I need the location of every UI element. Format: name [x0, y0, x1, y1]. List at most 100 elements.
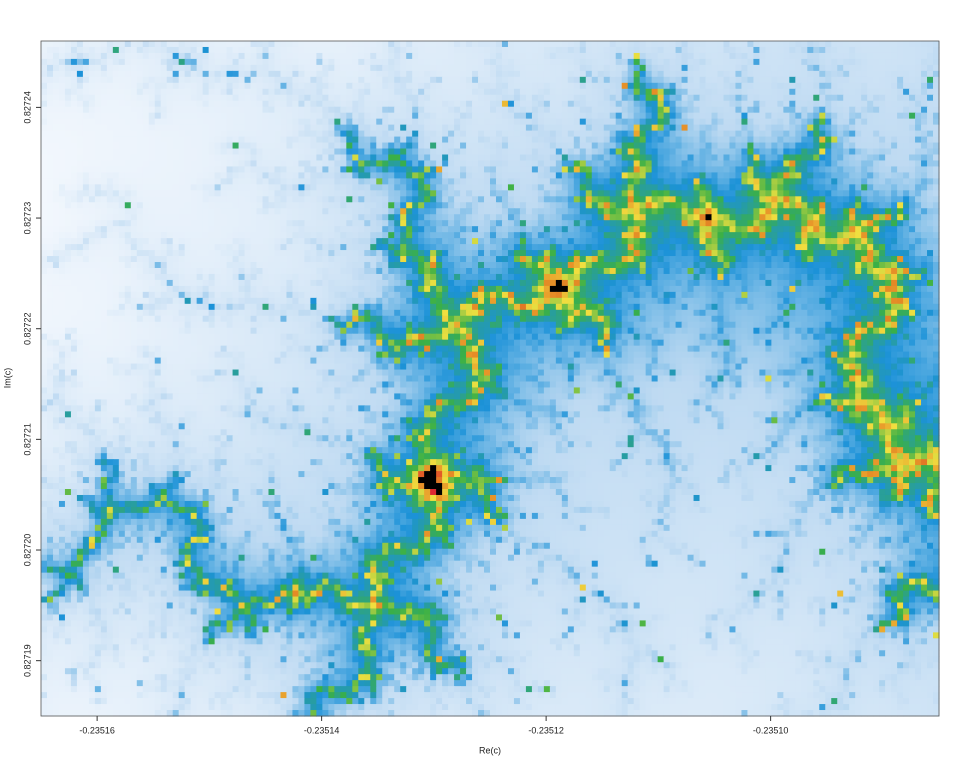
fractal-cell	[82, 148, 90, 156]
fractal-cell	[52, 124, 60, 132]
fractal-cell	[615, 226, 623, 233]
fractal-cell	[639, 130, 647, 138]
fractal-cell	[555, 64, 563, 72]
fractal-cell	[915, 202, 922, 209]
fractal-cell	[52, 46, 60, 54]
fractal-cell	[46, 52, 54, 60]
fractal-cell	[789, 220, 796, 227]
fractal-cell	[70, 202, 78, 209]
fractal-cell	[927, 142, 934, 150]
fractal-cell	[915, 94, 922, 102]
fractal-cell	[244, 88, 252, 96]
fractal-cell	[933, 208, 940, 215]
fractal-cell	[64, 76, 72, 84]
fractal-cell	[561, 202, 569, 209]
fractal-cell	[735, 160, 743, 168]
fractal-cell	[370, 76, 377, 84]
fractal-cell	[364, 154, 371, 162]
fractal-cell	[825, 41, 832, 48]
fractal-cell	[843, 94, 850, 102]
fractal-cell	[172, 202, 180, 209]
fractal-cell	[771, 184, 778, 191]
fractal-cell	[783, 190, 790, 197]
fractal-cell	[837, 226, 844, 233]
fractal-cell	[921, 208, 928, 215]
fractal-cell	[208, 100, 216, 108]
fractal-cell	[699, 64, 707, 72]
fractal-cell	[460, 148, 467, 156]
fractal-cell	[897, 46, 904, 54]
fractal-cell	[753, 118, 760, 126]
fractal-cell	[891, 178, 898, 185]
fractal-cell	[813, 148, 820, 156]
fractal-cell	[352, 118, 359, 126]
fractal-cell	[256, 184, 264, 191]
fractal-cell	[94, 58, 102, 66]
fractal-cell	[58, 166, 66, 174]
fractal-cell	[759, 52, 766, 60]
fractal-cell	[418, 202, 425, 209]
fractal-cell	[460, 82, 467, 90]
fractal-cell	[400, 196, 407, 203]
fractal-cell	[124, 76, 132, 84]
fractal-cell	[412, 226, 419, 233]
fractal-cell	[70, 172, 78, 179]
fractal-cell	[813, 232, 820, 239]
fractal-cell	[615, 88, 623, 96]
fractal-cell	[885, 130, 892, 138]
fractal-cell	[771, 76, 778, 84]
fractal-cell	[711, 172, 719, 179]
fractal-cell	[334, 112, 341, 120]
fractal-cell	[543, 208, 551, 215]
fractal-cell	[609, 202, 617, 209]
fractal-cell	[915, 154, 922, 162]
fractal-cell	[358, 70, 365, 78]
fractal-cell	[657, 46, 665, 54]
fractal-cell	[759, 226, 766, 233]
fractal-cell	[561, 130, 569, 138]
fractal-cell	[64, 166, 72, 174]
fractal-cell	[771, 88, 778, 96]
fractal-cell	[849, 154, 856, 162]
fractal-cell	[280, 226, 288, 233]
fractal-cell	[621, 142, 629, 150]
fractal-cell	[142, 58, 150, 66]
fractal-cell	[687, 202, 695, 209]
fractal-cell	[627, 172, 635, 179]
fractal-cell	[436, 196, 443, 203]
fractal-cell	[100, 190, 108, 197]
fractal-cell	[370, 88, 377, 96]
fractal-cell	[190, 64, 198, 72]
fractal-cell	[478, 130, 485, 138]
fractal-cell	[280, 58, 288, 66]
fractal-cell	[873, 64, 880, 72]
fractal-cell	[394, 94, 401, 102]
fractal-cell	[64, 178, 72, 185]
fractal-cell	[627, 76, 635, 84]
fractal-cell	[472, 118, 479, 126]
fractal-cell	[340, 178, 347, 185]
fractal-cell	[897, 148, 904, 156]
fractal-cell	[633, 226, 641, 233]
fractal-cell	[615, 100, 623, 108]
fractal-cell	[891, 82, 898, 90]
fractal-cell	[118, 214, 126, 221]
fractal-cell	[94, 52, 102, 60]
fractal-cell	[394, 184, 401, 191]
fractal-cell	[765, 64, 772, 72]
fractal-cell	[412, 46, 419, 54]
fractal-cell	[304, 214, 311, 221]
fractal-cell	[478, 41, 485, 48]
fractal-cell	[442, 202, 449, 209]
fractal-cell	[705, 124, 713, 132]
fractal-cell	[669, 106, 677, 114]
fractal-cell	[771, 208, 778, 215]
fractal-cell	[873, 226, 880, 233]
fractal-cell	[753, 202, 760, 209]
fractal-cell	[41, 178, 48, 185]
fractal-cell	[837, 214, 844, 221]
fractal-cell	[531, 202, 539, 209]
fractal-cell	[136, 172, 144, 179]
fractal-cell	[837, 118, 844, 126]
fractal-cell	[741, 64, 749, 72]
